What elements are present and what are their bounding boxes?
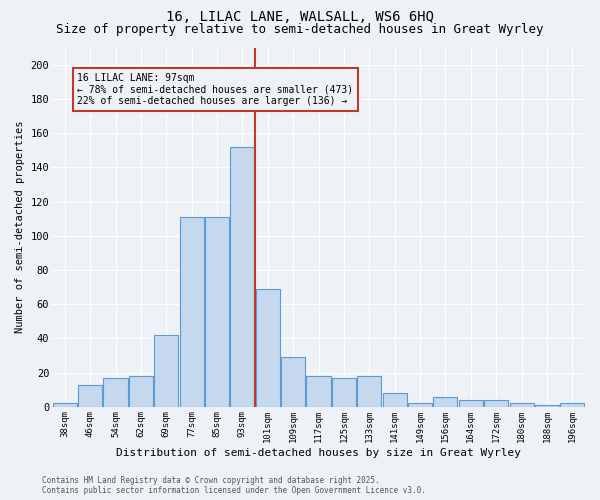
- Bar: [205, 217, 229, 407]
- Bar: [103, 378, 128, 407]
- Bar: [179, 217, 204, 407]
- Y-axis label: Number of semi-detached properties: Number of semi-detached properties: [15, 121, 25, 334]
- Bar: [256, 289, 280, 407]
- Bar: [307, 376, 331, 407]
- Bar: [129, 376, 153, 407]
- Bar: [433, 396, 457, 407]
- Text: Contains HM Land Registry data © Crown copyright and database right 2025.
Contai: Contains HM Land Registry data © Crown c…: [42, 476, 426, 495]
- Bar: [408, 404, 432, 407]
- X-axis label: Distribution of semi-detached houses by size in Great Wyrley: Distribution of semi-detached houses by …: [116, 448, 521, 458]
- Text: 16 LILAC LANE: 97sqm
← 78% of semi-detached houses are smaller (473)
22% of semi: 16 LILAC LANE: 97sqm ← 78% of semi-detac…: [77, 73, 353, 106]
- Bar: [281, 358, 305, 407]
- Bar: [78, 384, 102, 407]
- Bar: [459, 400, 483, 407]
- Text: Size of property relative to semi-detached houses in Great Wyrley: Size of property relative to semi-detach…: [56, 22, 544, 36]
- Bar: [509, 404, 533, 407]
- Bar: [332, 378, 356, 407]
- Bar: [357, 376, 382, 407]
- Text: 16, LILAC LANE, WALSALL, WS6 6HQ: 16, LILAC LANE, WALSALL, WS6 6HQ: [166, 10, 434, 24]
- Bar: [535, 405, 559, 407]
- Bar: [484, 400, 508, 407]
- Bar: [383, 393, 407, 407]
- Bar: [53, 404, 77, 407]
- Bar: [560, 404, 584, 407]
- Bar: [230, 147, 254, 407]
- Bar: [154, 335, 178, 407]
